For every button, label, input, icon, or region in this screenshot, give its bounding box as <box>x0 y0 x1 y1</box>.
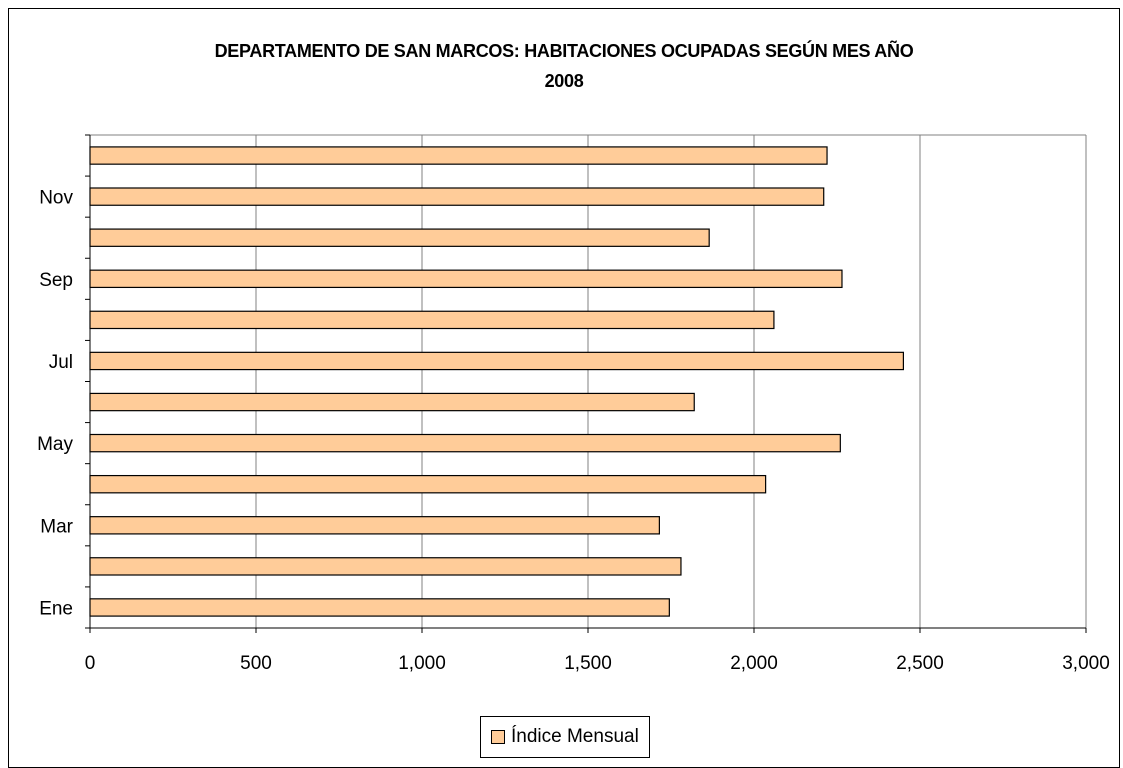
x-tick-label: 1,000 <box>398 653 446 674</box>
y-tick-label: Sep <box>39 270 73 291</box>
chart-title: DEPARTAMENTO DE SAN MARCOS: HABITACIONES… <box>214 41 914 61</box>
bar <box>89 433 841 453</box>
legend-label: Índice Mensual <box>511 726 639 747</box>
y-tick-label: Ene <box>39 598 73 619</box>
x-tick-label: 500 <box>240 653 272 674</box>
chart-subtitle: 2008 <box>544 71 584 91</box>
bar <box>89 187 825 206</box>
bar <box>89 598 670 617</box>
x-tick-label: 2,500 <box>896 653 944 674</box>
x-tick-label: 2,000 <box>730 653 778 674</box>
bar <box>89 557 682 576</box>
bar <box>89 228 710 247</box>
y-tick-label: Jul <box>49 352 73 373</box>
x-tick-label: 1,500 <box>564 653 612 674</box>
y-tick-label: May <box>37 434 73 455</box>
x-tick-label: 0 <box>85 653 96 674</box>
y-tick-label: Mar <box>40 516 73 537</box>
bar <box>89 516 660 535</box>
legend-swatch <box>491 730 505 744</box>
chart-title-block: DEPARTAMENTO DE SAN MARCOS: HABITACIONES… <box>8 36 1120 96</box>
x-tick-label: 3,000 <box>1062 653 1110 674</box>
bar <box>89 310 775 330</box>
y-tick-label: Nov <box>39 188 73 209</box>
bar <box>89 351 905 371</box>
bar <box>89 269 843 289</box>
bar <box>89 392 695 412</box>
legend: Índice Mensual <box>480 716 650 758</box>
bar <box>89 146 828 165</box>
bar <box>89 474 767 494</box>
